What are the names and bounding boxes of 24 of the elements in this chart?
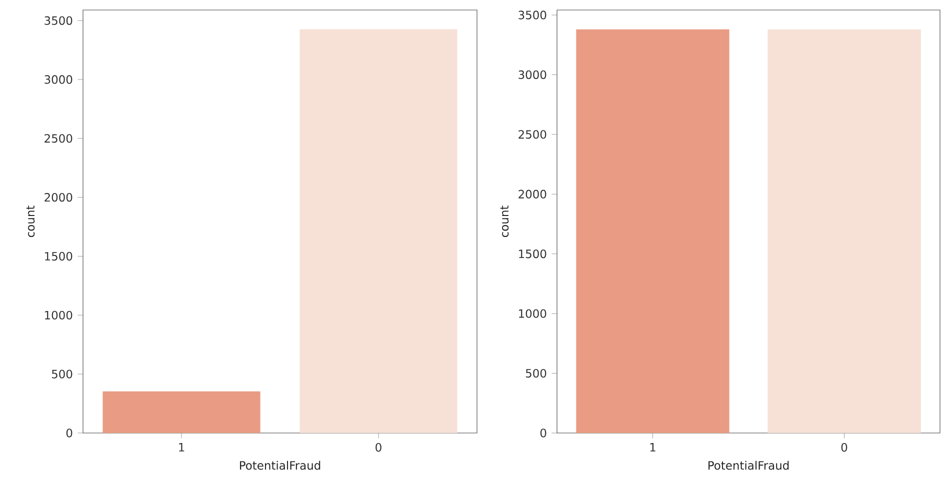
y-tick-label: 3000: [44, 75, 72, 84]
y-tick-label: 1000: [519, 309, 546, 318]
y-tick-label: 0: [66, 428, 72, 438]
y-tick-label: 1500: [45, 252, 72, 261]
y-axis-title: count: [500, 206, 509, 238]
x-axis-title: PotentialFraud: [240, 460, 320, 470]
y-tick-label: 3500: [518, 10, 546, 20]
y-tick-label: 500: [52, 370, 72, 378]
x-tick-label: 1: [650, 443, 656, 452]
x-tick-label: 1: [179, 443, 184, 452]
y-axis-title: count: [26, 206, 35, 238]
x-tick-label: 0: [376, 443, 382, 452]
y-tick-label: 0: [540, 428, 546, 438]
y-tick-label: 500: [526, 368, 546, 378]
y-tick-label: 2000: [518, 190, 546, 198]
x-tick-label: 0: [841, 443, 848, 452]
y-tick-label: 1500: [519, 250, 546, 258]
y-tick-label: 1000: [45, 310, 72, 320]
y-tick-label: 2000: [44, 192, 72, 202]
y-tick-label: 3500: [44, 16, 72, 25]
y-tick-label: 3000: [518, 70, 546, 80]
y-tick-label: 2500: [518, 130, 546, 139]
y-tick-label: 2500: [44, 134, 72, 143]
x-axis-title: PotentialFraud: [708, 460, 789, 470]
